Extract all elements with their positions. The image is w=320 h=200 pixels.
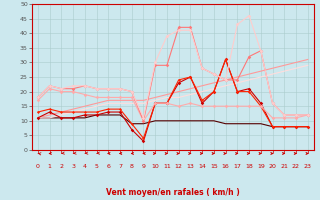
X-axis label: Vent moyen/en rafales ( km/h ): Vent moyen/en rafales ( km/h ) [106, 188, 240, 197]
